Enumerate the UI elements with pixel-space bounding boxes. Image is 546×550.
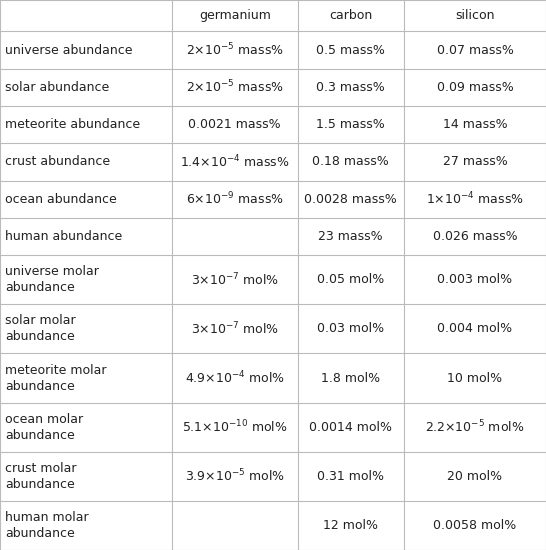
Text: 0.09 mass%: 0.09 mass% (437, 81, 513, 94)
Text: germanium: germanium (199, 9, 271, 22)
Text: 0.3 mass%: 0.3 mass% (317, 81, 385, 94)
Text: $1.4{\times}10^{-4}$ mass%: $1.4{\times}10^{-4}$ mass% (180, 153, 289, 170)
Text: solar molar
abundance: solar molar abundance (5, 315, 76, 343)
Text: universe abundance: universe abundance (5, 43, 133, 57)
Text: carbon: carbon (329, 9, 372, 22)
Text: silicon: silicon (455, 9, 495, 22)
Text: meteorite abundance: meteorite abundance (5, 118, 140, 131)
Text: 0.0058 mol%: 0.0058 mol% (434, 519, 517, 532)
Text: 1.8 mol%: 1.8 mol% (321, 371, 381, 384)
Text: 0.05 mol%: 0.05 mol% (317, 273, 384, 286)
Text: $3{\times}10^{-7}$ mol%: $3{\times}10^{-7}$ mol% (191, 321, 279, 337)
Text: 0.026 mass%: 0.026 mass% (433, 230, 517, 243)
Text: $3.9{\times}10^{-5}$ mol%: $3.9{\times}10^{-5}$ mol% (185, 468, 285, 485)
Text: 27 mass%: 27 mass% (443, 156, 507, 168)
Text: 14 mass%: 14 mass% (443, 118, 507, 131)
Text: $2{\times}10^{-5}$ mass%: $2{\times}10^{-5}$ mass% (186, 79, 284, 96)
Text: 10 mol%: 10 mol% (448, 371, 502, 384)
Text: $5.1{\times}10^{-10}$ mol%: $5.1{\times}10^{-10}$ mol% (182, 419, 288, 436)
Text: 0.03 mol%: 0.03 mol% (317, 322, 384, 335)
Text: 0.003 mol%: 0.003 mol% (437, 273, 513, 286)
Text: ocean molar
abundance: ocean molar abundance (5, 412, 84, 442)
Text: 0.5 mass%: 0.5 mass% (316, 43, 385, 57)
Text: human abundance: human abundance (5, 230, 123, 243)
Text: 0.0021 mass%: 0.0021 mass% (188, 118, 281, 131)
Text: ocean abundance: ocean abundance (5, 192, 117, 206)
Text: $6{\times}10^{-9}$ mass%: $6{\times}10^{-9}$ mass% (186, 191, 284, 207)
Text: crust abundance: crust abundance (5, 156, 111, 168)
Text: 20 mol%: 20 mol% (448, 470, 502, 483)
Text: 0.004 mol%: 0.004 mol% (437, 322, 513, 335)
Text: $1{\times}10^{-4}$ mass%: $1{\times}10^{-4}$ mass% (426, 191, 524, 207)
Text: human molar
abundance: human molar abundance (5, 511, 89, 540)
Text: universe molar
abundance: universe molar abundance (5, 265, 99, 294)
Text: $2.2{\times}10^{-5}$ mol%: $2.2{\times}10^{-5}$ mol% (425, 419, 525, 436)
Text: 0.0014 mol%: 0.0014 mol% (309, 421, 393, 433)
Text: meteorite molar
abundance: meteorite molar abundance (5, 364, 107, 393)
Text: $2{\times}10^{-5}$ mass%: $2{\times}10^{-5}$ mass% (186, 42, 284, 58)
Text: 0.07 mass%: 0.07 mass% (437, 43, 513, 57)
Text: 0.18 mass%: 0.18 mass% (312, 156, 389, 168)
Text: $3{\times}10^{-7}$ mol%: $3{\times}10^{-7}$ mol% (191, 272, 279, 288)
Text: solar abundance: solar abundance (5, 81, 110, 94)
Text: 0.31 mol%: 0.31 mol% (317, 470, 384, 483)
Text: 0.0028 mass%: 0.0028 mass% (305, 192, 397, 206)
Text: $4.9{\times}10^{-4}$ mol%: $4.9{\times}10^{-4}$ mol% (185, 370, 285, 386)
Text: crust molar
abundance: crust molar abundance (5, 462, 77, 491)
Text: 12 mol%: 12 mol% (323, 519, 378, 532)
Text: 23 mass%: 23 mass% (318, 230, 383, 243)
Text: 1.5 mass%: 1.5 mass% (317, 118, 385, 131)
